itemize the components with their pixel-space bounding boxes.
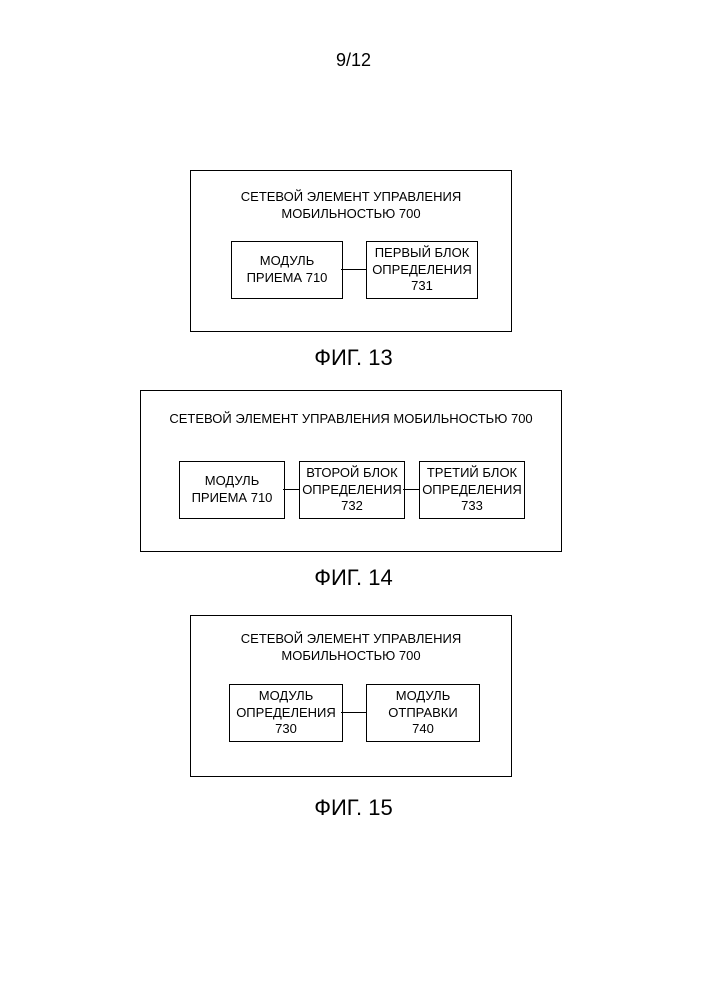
page-number: 9/12 (0, 50, 707, 71)
page: 9/12 СЕТЕВОЙ ЭЛЕМЕНТ УПРАВЛЕНИЯМОБИЛЬНОС… (0, 0, 707, 1000)
figure-2-module-3: ТРЕТИЙ БЛОКОПРЕДЕЛЕНИЯ733 (419, 461, 525, 519)
figure-1-module-1: МОДУЛЬПРИЕМА 710 (231, 241, 343, 299)
figure-3-module-1: МОДУЛЬОПРЕДЕЛЕНИЯ730 (229, 684, 343, 742)
figure-2-connector-1 (283, 489, 299, 490)
figure-2-connector-2 (403, 489, 419, 490)
figure-2-caption: ФИГ. 14 (0, 565, 707, 591)
figure-3-module-2: МОДУЛЬОТПРАВКИ740 (366, 684, 480, 742)
figure-1-caption: ФИГ. 13 (0, 345, 707, 371)
figure-1-title: СЕТЕВОЙ ЭЛЕМЕНТ УПРАВЛЕНИЯМОБИЛЬНОСТЬЮ 7… (191, 189, 511, 223)
figure-2-module-2: ВТОРОЙ БЛОКОПРЕДЕЛЕНИЯ732 (299, 461, 405, 519)
figure-1-outer-box: СЕТЕВОЙ ЭЛЕМЕНТ УПРАВЛЕНИЯМОБИЛЬНОСТЬЮ 7… (190, 170, 512, 332)
figure-1-connector-1 (341, 269, 366, 270)
figure-3-title: СЕТЕВОЙ ЭЛЕМЕНТ УПРАВЛЕНИЯМОБИЛЬНОСТЬЮ 7… (191, 631, 511, 665)
figure-3-caption: ФИГ. 15 (0, 795, 707, 821)
figure-2-module-1: МОДУЛЬПРИЕМА 710 (179, 461, 285, 519)
figure-2-title: СЕТЕВОЙ ЭЛЕМЕНТ УПРАВЛЕНИЯ МОБИЛЬНОСТЬЮ … (141, 411, 561, 428)
figure-3-connector-1 (341, 712, 366, 713)
figure-1-module-2: ПЕРВЫЙ БЛОКОПРЕДЕЛЕНИЯ731 (366, 241, 478, 299)
figure-3-outer-box: СЕТЕВОЙ ЭЛЕМЕНТ УПРАВЛЕНИЯМОБИЛЬНОСТЬЮ 7… (190, 615, 512, 777)
figure-2-outer-box: СЕТЕВОЙ ЭЛЕМЕНТ УПРАВЛЕНИЯ МОБИЛЬНОСТЬЮ … (140, 390, 562, 552)
